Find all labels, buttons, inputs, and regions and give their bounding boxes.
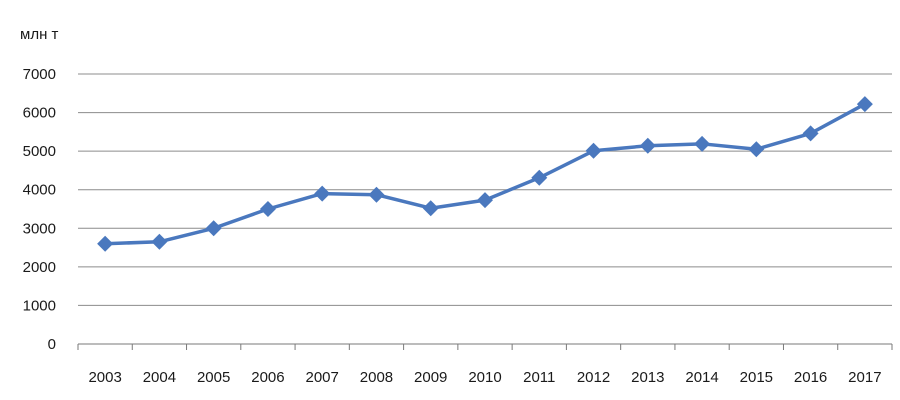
y-tick-label: 6000 xyxy=(23,105,56,122)
x-axis xyxy=(77,343,893,350)
data-point-marker xyxy=(97,235,114,252)
y-tick-label: 2000 xyxy=(23,259,56,276)
data-point-marker xyxy=(477,192,493,209)
x-tick-label: 2008 xyxy=(360,369,393,386)
x-tick-label: 2005 xyxy=(197,369,230,386)
x-tick-label: 2015 xyxy=(740,369,773,386)
data-point-marker xyxy=(694,135,711,152)
data-point-marker xyxy=(585,142,602,159)
x-tick-label: 2007 xyxy=(306,369,339,386)
gridlines xyxy=(78,73,892,306)
data-point-marker xyxy=(205,220,222,237)
data-point-marker xyxy=(368,186,385,203)
x-tick-label: 2016 xyxy=(794,369,827,386)
x-tick-label: 2012 xyxy=(577,369,610,386)
y-tick-label: 1000 xyxy=(23,297,56,314)
data-point-marker xyxy=(531,169,548,186)
x-tick-label: 2003 xyxy=(88,369,121,386)
y-tick-label: 3000 xyxy=(23,220,56,237)
data-point-marker xyxy=(151,233,168,250)
y-tick-labels: 0 1000 2000 3000 4000 5000 6000 7000 xyxy=(23,66,56,353)
data-point-marker xyxy=(748,141,765,158)
x-tick-label: 2017 xyxy=(848,369,881,386)
y-axis-unit-label: млн т xyxy=(20,26,59,43)
x-tick-label: 2004 xyxy=(143,369,176,386)
x-tick-labels: 2003 2004 2005 2006 2007 2008 2009 2010 2011 2012… xyxy=(88,369,881,386)
x-tick-label: 2014 xyxy=(685,369,718,386)
y-tick-label: 5000 xyxy=(23,143,56,160)
y-tick-label: 0 xyxy=(48,336,56,353)
x-tick-label: 2009 xyxy=(414,369,447,386)
series-line xyxy=(103,102,867,246)
series-layer xyxy=(97,96,873,252)
data-point-marker xyxy=(639,137,656,154)
y-tick-label: 4000 xyxy=(23,182,56,199)
x-tick-label: 2006 xyxy=(251,369,284,386)
data-point-marker xyxy=(422,200,439,217)
x-tick-label: 2011 xyxy=(523,369,555,386)
x-tick-label: 2010 xyxy=(468,369,501,386)
data-point-marker xyxy=(802,125,819,142)
y-tick-label: 7000 xyxy=(23,66,56,83)
data-point-marker xyxy=(314,185,331,202)
data-point-marker xyxy=(259,201,276,217)
data-point-marker xyxy=(856,96,873,113)
x-tick-label: 2013 xyxy=(631,369,664,386)
